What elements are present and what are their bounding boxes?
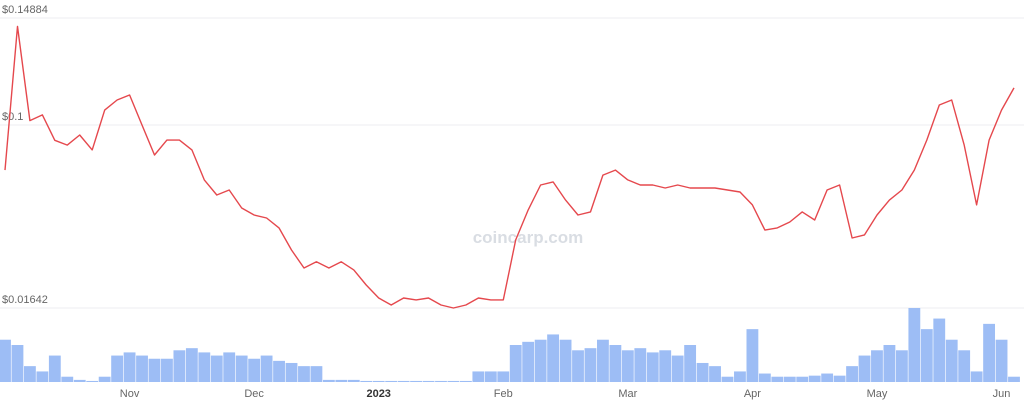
- volume-bar: [472, 371, 485, 382]
- volume-bar: [883, 345, 896, 382]
- volume-bar: [459, 380, 472, 382]
- volume-bar: [123, 352, 136, 382]
- x-tick-label: 2023: [366, 388, 390, 400]
- volume-bar: [796, 376, 809, 382]
- x-tick-label: Dec: [244, 388, 264, 400]
- volume-bar: [111, 355, 124, 382]
- volume-bar: [435, 380, 447, 382]
- volume-bar: [958, 350, 971, 382]
- volume-bar: [98, 376, 111, 382]
- y-tick-label: $0.1: [2, 111, 23, 123]
- volume-bar: [410, 380, 422, 382]
- volume-bar: [298, 366, 310, 382]
- volume-bar: [945, 339, 958, 382]
- x-tick-label: Apr: [744, 388, 761, 400]
- volume-bar: [671, 355, 684, 382]
- volume-bar: [808, 375, 821, 382]
- volume-bar: [372, 380, 385, 382]
- volume-bar: [871, 350, 883, 382]
- volume-bar: [61, 376, 74, 382]
- volume-bar: [621, 350, 634, 382]
- volume-bar: [36, 371, 49, 382]
- volume-bar: [559, 339, 572, 382]
- volume-bar: [734, 371, 746, 382]
- volume-bar: [397, 380, 410, 382]
- volume-bar: [185, 348, 198, 382]
- volume-bar: [908, 308, 921, 382]
- volume-bar: [310, 366, 323, 382]
- volume-bar: [584, 348, 597, 382]
- volume-bar: [148, 358, 161, 382]
- volume-bar: [385, 380, 398, 382]
- volume-bar: [23, 366, 36, 382]
- volume-bar: [659, 350, 672, 382]
- volume-bar: [572, 350, 584, 382]
- x-tick-label: Feb: [494, 388, 513, 400]
- volume-bar: [73, 379, 86, 382]
- volume-bar: [173, 350, 186, 382]
- volume-bar: [198, 352, 211, 382]
- volume-bar: [1008, 376, 1020, 382]
- y-tick-label: $0.14884: [2, 4, 48, 16]
- volume-bar: [933, 318, 946, 382]
- volume-bar: [534, 339, 547, 382]
- volume-bar: [547, 334, 560, 382]
- volume-bar: [821, 373, 834, 382]
- volume-bar: [248, 358, 261, 382]
- volume-bar: [597, 339, 609, 382]
- volume-bar: [846, 366, 858, 382]
- volume-bar: [48, 355, 61, 382]
- volume-bar: [11, 345, 24, 382]
- watermark: coincarp.com: [473, 228, 584, 247]
- volume-bar: [983, 323, 996, 382]
- volume-bar: [273, 360, 285, 382]
- volume-bar: [0, 339, 11, 382]
- volume-bar: [995, 339, 1008, 382]
- volume-bar: [285, 362, 298, 382]
- volume-bar: [920, 329, 933, 382]
- volume-bar: [360, 380, 373, 382]
- volume-bar: [684, 345, 697, 382]
- volume-bar: [746, 329, 759, 382]
- volume-bar: [86, 380, 99, 382]
- volume-bar: [260, 355, 273, 382]
- x-tick-label: Jun: [993, 388, 1011, 400]
- volume-bar: [509, 345, 522, 382]
- volume-bar: [609, 345, 622, 382]
- volume-bar: [347, 379, 360, 382]
- volume-bar: [721, 376, 734, 382]
- volume-bar: [223, 352, 236, 382]
- volume-bar: [210, 355, 223, 382]
- x-tick-label: Mar: [618, 388, 637, 400]
- volume-bar: [335, 379, 348, 382]
- x-tick-label: May: [867, 388, 888, 400]
- volume-bar: [484, 371, 497, 382]
- y-tick-label: $0.01642: [2, 294, 48, 306]
- volume-bar: [970, 371, 983, 382]
- volume-bar: [895, 350, 908, 382]
- volume-bar: [447, 380, 460, 382]
- volume-bar: [758, 373, 771, 382]
- volume-bar: [634, 348, 647, 382]
- volume-bar: [771, 376, 784, 382]
- x-tick-label: Nov: [120, 388, 140, 400]
- volume-bar: [161, 358, 173, 382]
- volume-bar: [833, 375, 846, 382]
- volume-bar: [235, 355, 248, 382]
- volume-bar: [709, 366, 721, 382]
- volume-bar: [522, 341, 535, 382]
- volume-bar: [422, 380, 435, 382]
- volume-bar: [497, 371, 510, 382]
- volume-bar: [136, 355, 148, 382]
- price-line: [4, 25, 1015, 309]
- volume-bar: [322, 379, 335, 382]
- volume-bar: [646, 352, 659, 382]
- volume-bar: [783, 376, 796, 382]
- volume-bar: [858, 355, 871, 382]
- volume-bar: [696, 362, 709, 382]
